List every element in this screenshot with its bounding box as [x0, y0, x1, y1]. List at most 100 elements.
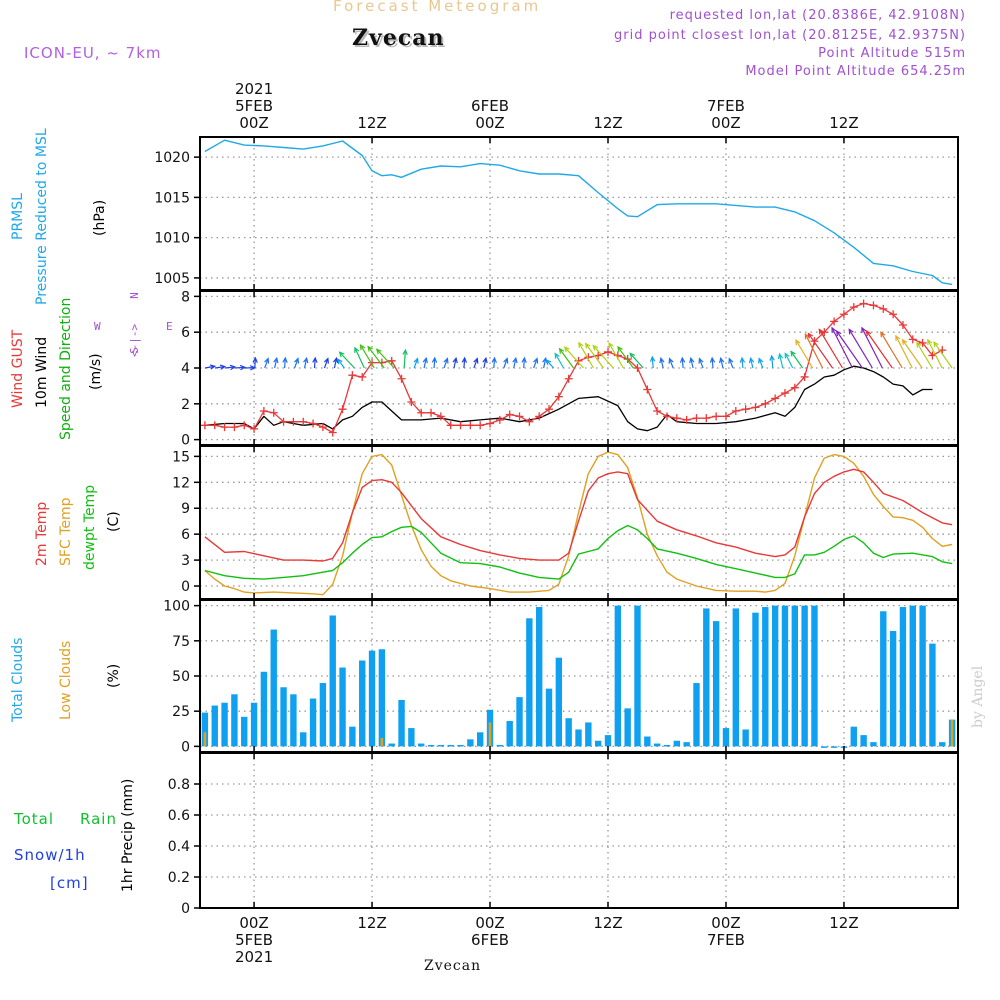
- y-tick-label: 6: [181, 527, 190, 543]
- total-cloud-bar: [791, 605, 798, 747]
- gust-marker: [800, 372, 809, 381]
- wind-arrow-head: [748, 356, 755, 364]
- wind-direction-arrow: [554, 353, 565, 369]
- wind-direction-arrow: [690, 358, 694, 369]
- y-tick-label: 2: [181, 397, 190, 413]
- total-cloud-bar: [880, 611, 887, 747]
- gust-marker: [220, 423, 229, 432]
- gust-marker: [250, 424, 259, 433]
- y-tick-label: 1015: [154, 190, 190, 206]
- total-rain-label: Total: [14, 810, 55, 828]
- total-cloud-bar: [742, 729, 749, 747]
- total-cloud-bar: [349, 726, 356, 747]
- wind-arrow-head: [901, 338, 908, 345]
- total-cloud-bar: [329, 615, 336, 747]
- gust-marker: [712, 412, 721, 421]
- requested-lonlat: requested lon,lat (20.8386E, 42.9108N): [669, 8, 966, 23]
- wind-arrow-head: [422, 356, 428, 364]
- gust-marker: [653, 406, 662, 415]
- gust-marker: [721, 412, 730, 421]
- wind-arrow-head: [312, 356, 318, 363]
- gust-marker: [790, 383, 799, 392]
- y-tick-label: 0: [181, 433, 190, 449]
- wind-arrow-head: [219, 364, 227, 370]
- gust-marker: [299, 417, 308, 426]
- wind-direction-arrow: [254, 357, 257, 369]
- y-tick-label: 0.8: [168, 777, 190, 793]
- wind-direction-arrow: [660, 358, 664, 369]
- bottom-time-label: 00Z: [239, 914, 268, 932]
- total-cloud-bar: [585, 722, 592, 747]
- gust-marker: [427, 408, 436, 417]
- bottom-time-label: 2021: [235, 948, 273, 966]
- wind-direction-arrow: [836, 330, 863, 369]
- total-cloud-bar: [781, 605, 789, 747]
- total-cloud-bar: [496, 744, 504, 747]
- gridpoint-lonlat: grid point closest lon,lat (20.8125E, 42…: [614, 28, 966, 43]
- gust-marker: [574, 356, 583, 365]
- gust-marker: [692, 414, 701, 423]
- gust-marker: [387, 356, 396, 365]
- chart-title: Forecast Meteogram: [333, 0, 542, 15]
- total-cloud-bar: [830, 746, 838, 748]
- total-cloud-bar: [201, 712, 209, 747]
- wind-arrow-head: [795, 339, 801, 346]
- total-cloud-bar: [457, 744, 464, 747]
- wind-arrow-head: [563, 346, 570, 353]
- y-tick-label: 6: [181, 325, 190, 341]
- wind-direction-arrow: [483, 358, 487, 369]
- y-tick-label: 50: [172, 669, 190, 685]
- bottom-time-label: 12Z: [829, 914, 858, 932]
- total-cloud-bar: [398, 699, 405, 747]
- gust-marker: [751, 403, 760, 412]
- low-cloud-bar: [203, 732, 207, 747]
- wind-arrow-head: [491, 356, 497, 363]
- y-tick-label: 0.2: [168, 870, 190, 886]
- total-cloud-bar: [929, 643, 936, 747]
- top-time-label: 00Z: [239, 114, 268, 132]
- top-time-label: 12Z: [593, 114, 622, 132]
- wind-direction-arrow: [617, 346, 634, 369]
- wind-direction-arrow: [339, 351, 355, 369]
- wind-arrow-head: [521, 356, 527, 363]
- wind-direction-arrow: [313, 357, 316, 369]
- wind-arrow-head: [933, 341, 939, 348]
- gust-marker: [505, 410, 514, 419]
- wind-arrow-head: [728, 357, 734, 364]
- wind-arrow-head: [323, 357, 329, 364]
- wind-direction-arrow: [546, 359, 555, 369]
- total-cloud-bar: [290, 694, 297, 747]
- top-time-label: 2021: [235, 80, 273, 98]
- wind-direction-arrow: [629, 353, 644, 369]
- gust-marker: [535, 412, 544, 421]
- bottom-time-label: 5FEB: [235, 931, 273, 949]
- wind-arrow-head: [719, 356, 725, 364]
- gust-marker: [545, 405, 554, 414]
- wind-direction-arrow: [224, 366, 235, 369]
- top-time-label: 5FEB: [235, 97, 273, 115]
- wind-direction-arrow: [367, 346, 385, 369]
- gust-marker: [358, 372, 367, 381]
- total-cloud-bar: [821, 746, 828, 748]
- total-cloud-bar: [614, 605, 622, 747]
- total-cloud-bar: [300, 732, 307, 747]
- wind-direction-arrow: [303, 358, 308, 369]
- wind-arrow-head: [916, 341, 922, 348]
- wind-direction-arrow: [818, 329, 844, 369]
- wind-arrow-head: [402, 348, 408, 356]
- wind-arrow-head: [831, 326, 837, 333]
- wind-arrow-head: [679, 356, 686, 363]
- total-cloud-bar: [221, 702, 228, 747]
- gust-marker: [623, 355, 632, 364]
- wind-arrow-head: [861, 326, 867, 333]
- wind-arrow-head: [293, 357, 300, 364]
- model-altitude: Model Point Altitude 654.25m: [745, 64, 966, 79]
- total-cloud-bar: [762, 607, 769, 747]
- wind-direction-arrow: [360, 344, 375, 369]
- total-cloud-bar: [693, 683, 700, 747]
- gust-marker: [486, 419, 495, 428]
- wind-arrow-head: [337, 358, 343, 365]
- point-altitude: Point Altitude 515m: [818, 46, 966, 61]
- wind-direction-arrow: [698, 358, 704, 369]
